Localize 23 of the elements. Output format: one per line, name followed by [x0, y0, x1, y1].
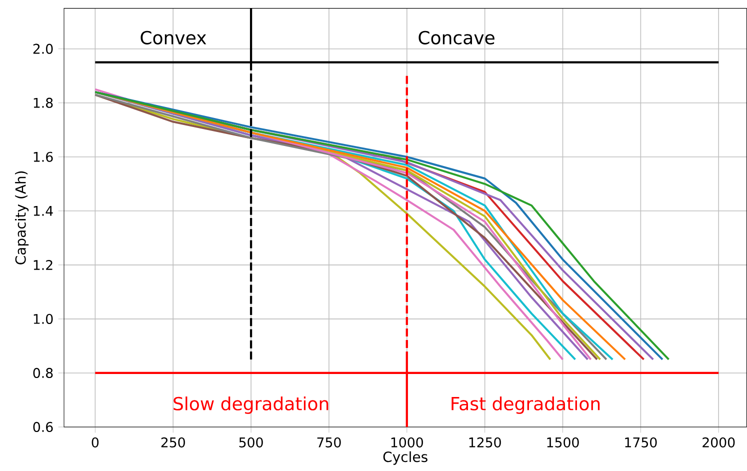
x-tick-label: 250: [161, 437, 185, 448]
x-tick-label: 750: [317, 437, 341, 448]
y-tick-label: 1.0: [34, 314, 53, 324]
x-tick-label: 2000: [702, 437, 735, 448]
x-axis-title: Cycles: [383, 451, 428, 465]
x-tick-label: 1250: [469, 437, 501, 448]
y-tick-label: 0.8: [33, 368, 53, 378]
x-tick-label: 1750: [625, 437, 657, 448]
annotation: Concave: [418, 30, 494, 44]
y-tick-label: 0.6: [33, 422, 53, 432]
y-tick-label: 1.4: [34, 206, 53, 216]
x-tick-label: 500: [239, 437, 263, 448]
annotation: Slow degradation: [174, 396, 328, 414]
x-tick-label: 1000: [391, 437, 423, 448]
x-tick-label: 1500: [547, 437, 579, 448]
annotation: Convex: [140, 30, 206, 44]
annotation: Fast degradation: [452, 396, 600, 414]
y-tick-label: 1.6: [34, 152, 53, 162]
y-tick-label: 1.8: [34, 98, 53, 108]
y-tick-label: 1.2: [34, 260, 52, 270]
y-tick-label: 2.0: [33, 44, 53, 54]
y-axis-title: Capacity (Ah): [15, 171, 29, 264]
x-tick-label: 0: [92, 437, 99, 448]
